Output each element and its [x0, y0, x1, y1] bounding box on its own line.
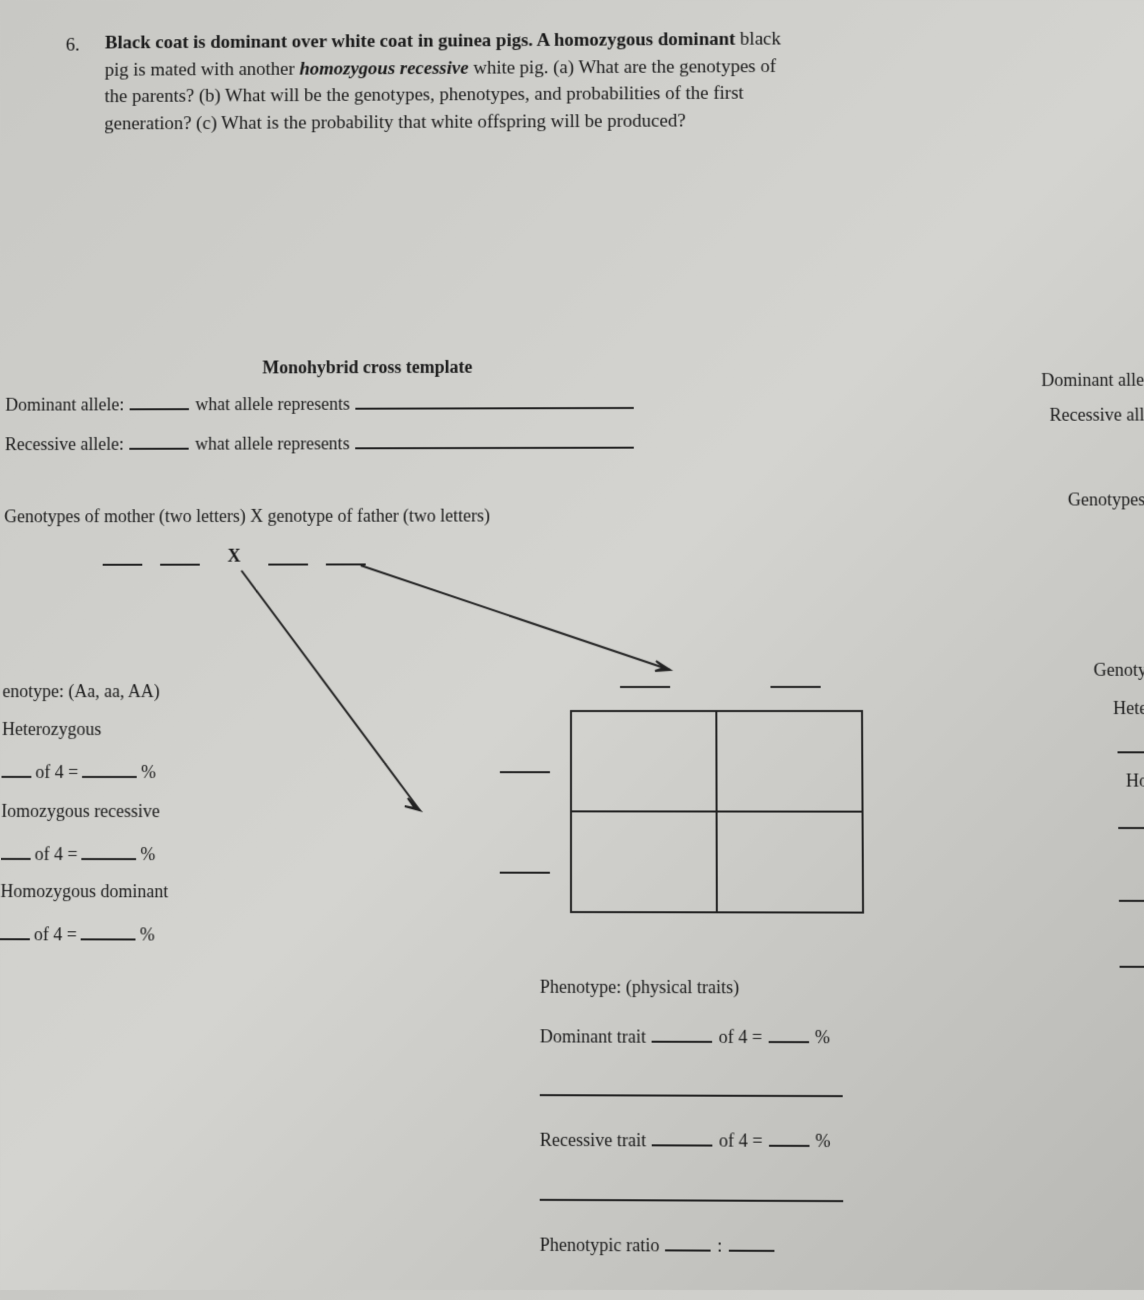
phenotypic-ratio-row: Phenotypic ratio :: [540, 1230, 774, 1265]
punnett-grid: [570, 710, 864, 914]
punnett-cell-2[interactable]: [716, 711, 862, 812]
phenotype-header: Phenotype: (physical traits): [540, 977, 739, 999]
punnett-cell-3[interactable]: [571, 811, 717, 912]
homo-recessive-label: Iomozygous recessive: [1, 800, 160, 824]
template-title: Monohybrid cross template: [262, 357, 472, 378]
dominant-allele-blank[interactable]: [130, 390, 189, 410]
right-dom-allele: Dominant alle: [1041, 370, 1144, 391]
right-genotypes: Genotypes: [1068, 489, 1144, 510]
dominant-trait-row: Dominant trait of 4 = %: [540, 1022, 830, 1056]
punnett-left-2[interactable]: [500, 856, 550, 874]
hetero-of4: of 4 = %: [2, 758, 156, 784]
genotype-hint: enotype: (Aa, aa, AA): [2, 680, 159, 703]
punnett-square: [570, 710, 864, 914]
dominant-allele-row: Dominant allele: what allele represents: [5, 389, 634, 415]
punnett-cell-1[interactable]: [571, 711, 717, 811]
question-block: 6. Black coat is dominant over white coa…: [67, 24, 1132, 138]
heterozygous-label: Heterozygous: [2, 718, 101, 741]
right-ho: Ho: [1126, 770, 1144, 791]
question-text: Black coat is dominant over white coat i…: [104, 24, 1131, 138]
question-number: 6.: [66, 32, 80, 59]
recessive-allele-blank[interactable]: [130, 430, 189, 450]
right-rec-allele: Recessive all: [1049, 405, 1144, 426]
right-hete: Hete: [1113, 698, 1144, 719]
right-genoty: Genoty: [1093, 660, 1144, 681]
recessive-represents-blank[interactable]: [356, 429, 635, 449]
punnett-top-2[interactable]: [770, 670, 820, 688]
homorec-of4: of 4 = %: [1, 840, 156, 866]
genotype-header: Genotypes of mother (two letters) X geno…: [4, 506, 490, 528]
dominant-trait-blank[interactable]: [540, 1078, 843, 1097]
recessive-trait-blank[interactable]: [540, 1183, 843, 1203]
punnett-top-1[interactable]: [620, 670, 670, 688]
punnett-left-1[interactable]: [500, 755, 550, 773]
punnett-cell-4[interactable]: [717, 812, 863, 913]
recessive-trait-row: Recessive trait of 4 = %: [540, 1126, 831, 1160]
dominant-represents-blank[interactable]: [356, 389, 634, 409]
homodom-of4: of 4 = %: [0, 920, 155, 947]
mother-allele-1[interactable]: [103, 546, 143, 566]
recessive-allele-row: Recessive allele: what allele represents: [5, 429, 634, 455]
homo-dominant-label: Homozygous dominant: [0, 880, 168, 904]
